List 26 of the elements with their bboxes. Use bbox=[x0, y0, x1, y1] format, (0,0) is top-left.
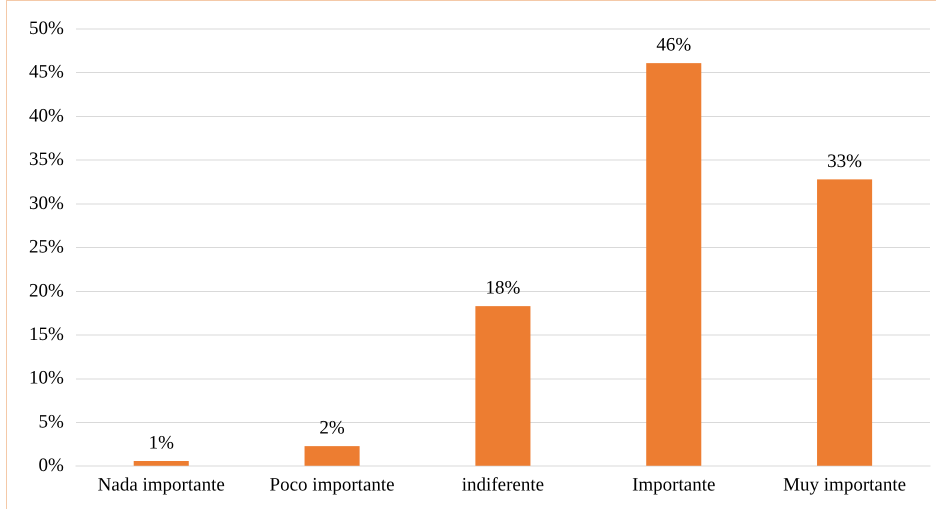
data-label: 46% bbox=[656, 34, 692, 56]
data-label: 33% bbox=[827, 150, 862, 172]
data-label: 18% bbox=[486, 278, 520, 299]
y-tick-label: 30% bbox=[29, 192, 64, 214]
y-tick-label: 25% bbox=[29, 236, 64, 258]
bar bbox=[646, 63, 702, 466]
x-tick-label: Muy importante bbox=[783, 474, 906, 496]
y-tick-label: 15% bbox=[29, 324, 64, 346]
x-tick-label: Importante bbox=[632, 474, 716, 496]
data-label: 2% bbox=[319, 418, 345, 439]
bar bbox=[475, 306, 530, 466]
x-tick-label: Poco importante bbox=[270, 474, 395, 496]
bar bbox=[134, 460, 189, 466]
y-tick-label: 5% bbox=[38, 411, 64, 432]
bar bbox=[817, 179, 872, 466]
y-tick-label: 10% bbox=[29, 368, 64, 389]
bar bbox=[304, 446, 360, 466]
y-tick-label: 20% bbox=[29, 280, 64, 302]
y-tick-label: 40% bbox=[29, 105, 64, 126]
y-tick-label: 50% bbox=[29, 18, 64, 39]
y-tick-label: 35% bbox=[29, 149, 64, 170]
y-tick-label: 0% bbox=[38, 455, 64, 476]
data-label: 1% bbox=[148, 432, 174, 454]
x-tick-label: indiferente bbox=[462, 474, 544, 496]
y-tick-label: 45% bbox=[29, 62, 64, 83]
x-tick-label: Nada importante bbox=[98, 474, 225, 496]
